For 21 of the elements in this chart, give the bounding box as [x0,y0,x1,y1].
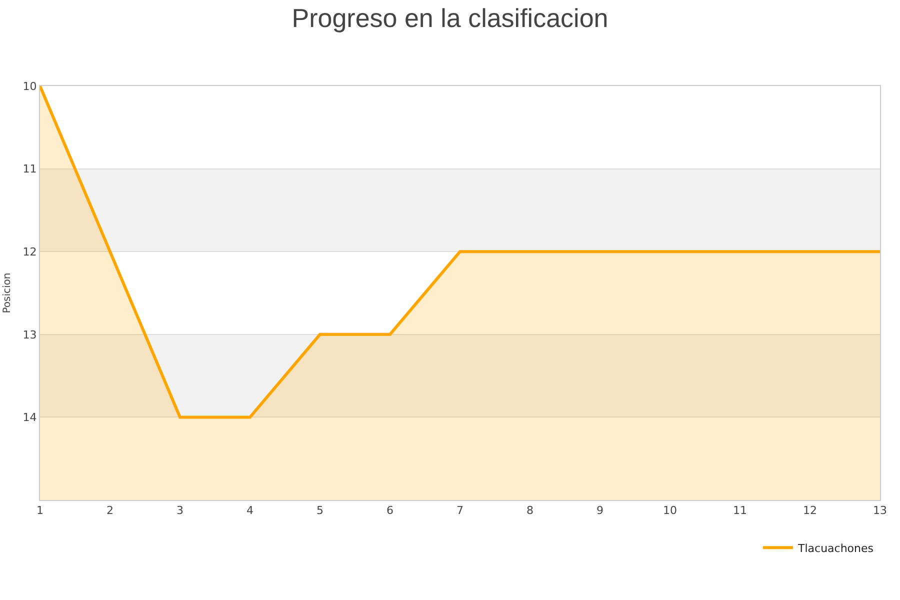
x-tick-label: 8 [526,504,534,518]
legend-label: Tlacuachones [797,542,874,555]
x-tick-label: 13 [873,504,887,518]
y-tick-label: 14 [22,411,37,424]
x-tick-label: 9 [596,504,604,518]
x-tick-label: 4 [246,504,254,518]
y-tick-label: 10 [22,80,37,93]
x-tick-label: 5 [316,504,324,518]
y-tick-label: 11 [22,162,37,176]
chart-title: Progreso en la clasificacion [292,3,608,34]
x-tick-label: 3 [176,504,184,518]
x-tick-label: 10 [663,504,677,518]
y-tick-label: 13 [22,328,37,342]
x-tick-label: 11 [733,504,747,518]
x-tick-label: 7 [456,504,464,518]
y-axis-title: Posicion [2,272,13,314]
x-tick-label: 12 [803,504,817,518]
y-tick-label: 12 [22,245,37,258]
x-tick-label: 1 [36,504,44,518]
x-tick-label: 6 [386,504,394,518]
x-tick-label: 2 [106,504,114,518]
